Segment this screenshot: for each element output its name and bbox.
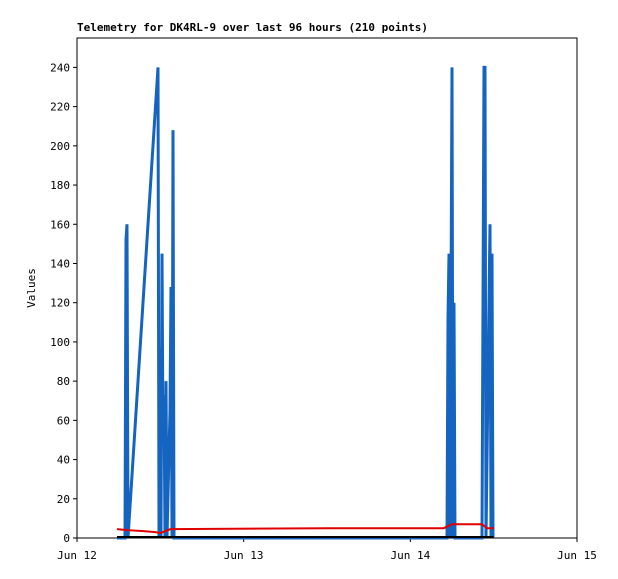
y-tick-label: 60 (57, 414, 70, 427)
x-tick-label: Jun 14 (390, 549, 430, 562)
y-tick-label: 200 (50, 140, 70, 153)
y-tick-label: 20 (57, 493, 70, 506)
y-axis-label: Values (25, 268, 38, 308)
y-tick-label: 0 (63, 532, 70, 545)
series-line (116, 523, 494, 535)
y-tick-label: 180 (50, 179, 70, 192)
x-tick-label: Jun 15 (557, 549, 597, 562)
y-tick-label: 240 (50, 61, 70, 74)
y-tick-label: 40 (57, 454, 70, 467)
y-tick-label: 120 (50, 297, 70, 310)
y-tick-label: 100 (50, 336, 70, 349)
x-tick-label: Jun 13 (224, 549, 264, 562)
x-tick-label: Jun 12 (57, 549, 97, 562)
y-tick-label: 140 (50, 257, 70, 270)
chart-title: Telemetry for DK4RL-9 over last 96 hours… (77, 21, 428, 34)
y-tick-label: 160 (50, 218, 70, 231)
y-tick-label: 80 (57, 375, 70, 388)
y-tick-label: 220 (50, 101, 70, 114)
